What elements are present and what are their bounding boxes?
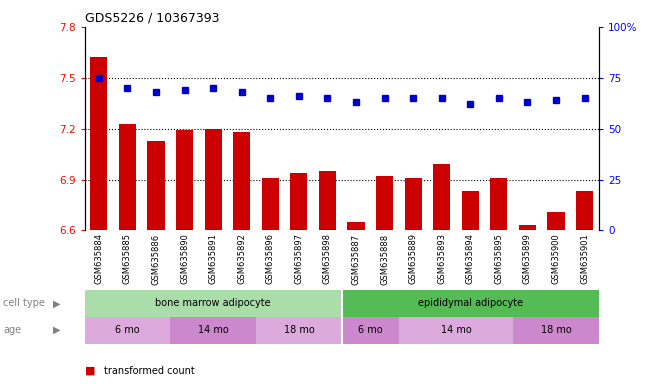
- Text: 6 mo: 6 mo: [115, 325, 140, 335]
- Bar: [399, 317, 513, 344]
- Text: GSM635900: GSM635900: [551, 233, 561, 284]
- Bar: [233, 132, 251, 230]
- Text: GSM635885: GSM635885: [123, 233, 132, 285]
- Bar: [342, 290, 599, 317]
- Bar: [519, 225, 536, 230]
- Bar: [262, 178, 279, 230]
- Bar: [90, 57, 107, 230]
- Text: GSM635889: GSM635889: [409, 233, 418, 285]
- Bar: [348, 222, 365, 230]
- Bar: [256, 317, 342, 344]
- Bar: [513, 317, 599, 344]
- Text: GSM635892: GSM635892: [237, 233, 246, 284]
- Text: age: age: [3, 325, 21, 335]
- Text: 18 mo: 18 mo: [541, 325, 572, 335]
- Text: GSM635890: GSM635890: [180, 233, 189, 284]
- Bar: [119, 124, 136, 230]
- Text: GDS5226 / 10367393: GDS5226 / 10367393: [85, 11, 219, 24]
- Text: 6 mo: 6 mo: [358, 325, 383, 335]
- Text: ▶: ▶: [53, 325, 61, 335]
- Bar: [405, 178, 422, 230]
- Text: GSM635886: GSM635886: [152, 233, 161, 285]
- Text: cell type: cell type: [3, 298, 45, 308]
- Text: GSM635888: GSM635888: [380, 233, 389, 285]
- Text: GSM635895: GSM635895: [494, 233, 503, 284]
- Bar: [462, 191, 479, 230]
- Text: GSM635896: GSM635896: [266, 233, 275, 285]
- Text: 14 mo: 14 mo: [198, 325, 229, 335]
- Text: GSM635898: GSM635898: [323, 233, 332, 285]
- Text: GSM635887: GSM635887: [352, 233, 361, 285]
- Bar: [85, 290, 342, 317]
- Text: ■: ■: [85, 366, 95, 376]
- Bar: [204, 129, 222, 230]
- Bar: [576, 191, 593, 230]
- Bar: [547, 212, 564, 230]
- Bar: [171, 317, 256, 344]
- Text: 14 mo: 14 mo: [441, 325, 471, 335]
- Text: GSM635897: GSM635897: [294, 233, 303, 285]
- Text: GSM635893: GSM635893: [437, 233, 447, 285]
- Bar: [319, 171, 336, 230]
- Text: transformed count: transformed count: [104, 366, 195, 376]
- Text: GSM635891: GSM635891: [209, 233, 217, 284]
- Text: GSM635894: GSM635894: [466, 233, 475, 284]
- Bar: [342, 317, 399, 344]
- Text: GSM635899: GSM635899: [523, 233, 532, 284]
- Text: epididymal adipocyte: epididymal adipocyte: [418, 298, 523, 308]
- Text: 18 mo: 18 mo: [284, 325, 314, 335]
- Text: GSM635901: GSM635901: [580, 233, 589, 284]
- Bar: [290, 173, 307, 230]
- Bar: [148, 141, 165, 230]
- Bar: [176, 130, 193, 230]
- Bar: [433, 164, 450, 230]
- Text: GSM635884: GSM635884: [94, 233, 104, 285]
- Bar: [85, 317, 171, 344]
- Text: ▶: ▶: [53, 298, 61, 308]
- Bar: [376, 176, 393, 230]
- Bar: [490, 178, 508, 230]
- Text: bone marrow adipocyte: bone marrow adipocyte: [156, 298, 271, 308]
